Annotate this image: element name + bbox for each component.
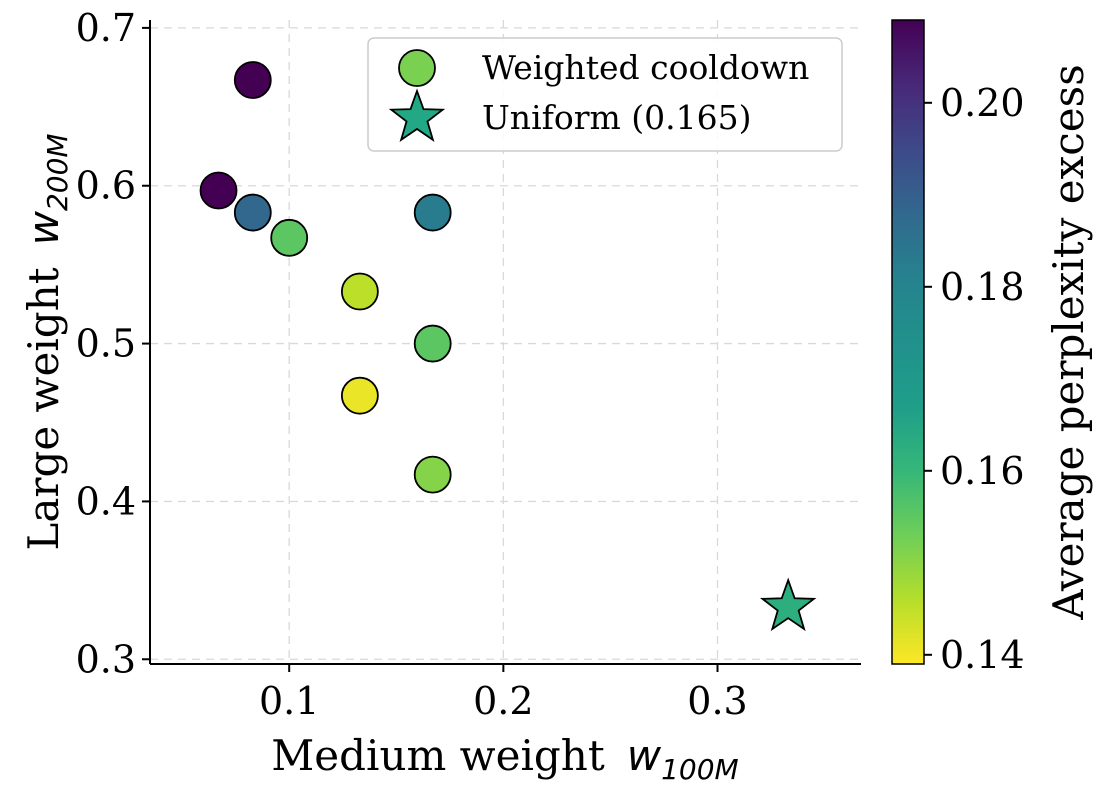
grid-lines — [150, 20, 861, 664]
data-point — [340, 376, 379, 415]
y-axis-ticks: 0.3 0.4 0.5 0.6 0.7 — [76, 6, 150, 681]
legend-marker-uniform-star — [388, 88, 446, 143]
legend-label-weighted-cooldown: Weighted cooldown — [482, 48, 809, 87]
data-points — [199, 61, 817, 632]
legend: Weighted cooldown Uniform (0.165) — [367, 37, 843, 152]
colorbar-tick-label: 0.18 — [940, 265, 1025, 309]
colorbar-tick-label: 0.14 — [940, 633, 1025, 677]
colorbar-ticks: 0.14 0.16 0.18 0.20 — [924, 81, 1025, 677]
y-tick-label: 0.6 — [76, 164, 136, 208]
data-point — [270, 218, 309, 257]
colorbar-tick-label: 0.16 — [940, 449, 1025, 493]
data-point — [413, 324, 452, 363]
colorbar: 0.14 0.16 0.18 0.20 Average perplexity exce… — [891, 19, 1093, 677]
x-tick-label: 0.3 — [687, 679, 747, 723]
y-tick-label: 0.5 — [76, 322, 136, 366]
data-point-star — [759, 577, 817, 632]
data-point — [233, 61, 272, 99]
data-point — [199, 171, 238, 210]
data-point — [340, 272, 379, 311]
x-tick-label: 0.2 — [473, 679, 533, 723]
data-point — [413, 193, 452, 232]
y-tick-label: 0.7 — [76, 6, 136, 50]
y-tick-label: 0.4 — [76, 479, 136, 523]
colorbar-label: Average perplexity excess — [1044, 64, 1093, 621]
data-point — [233, 193, 272, 232]
x-axis-label: Medium weight w100M — [271, 731, 738, 786]
y-tick-label: 0.3 — [76, 637, 136, 681]
legend-label-uniform: Uniform (0.165) — [482, 98, 751, 137]
x-axis-ticks: 0.1 0.2 0.3 — [259, 664, 748, 723]
colorbar-tick-label: 0.20 — [940, 81, 1025, 125]
x-tick-label: 0.1 — [259, 679, 319, 723]
data-point — [413, 455, 452, 494]
legend-marker-weighted-cooldown — [398, 49, 436, 87]
colorbar-gradient — [891, 19, 925, 665]
y-axis-label: Large weightw200M — [19, 133, 74, 550]
legend-box — [367, 37, 843, 152]
